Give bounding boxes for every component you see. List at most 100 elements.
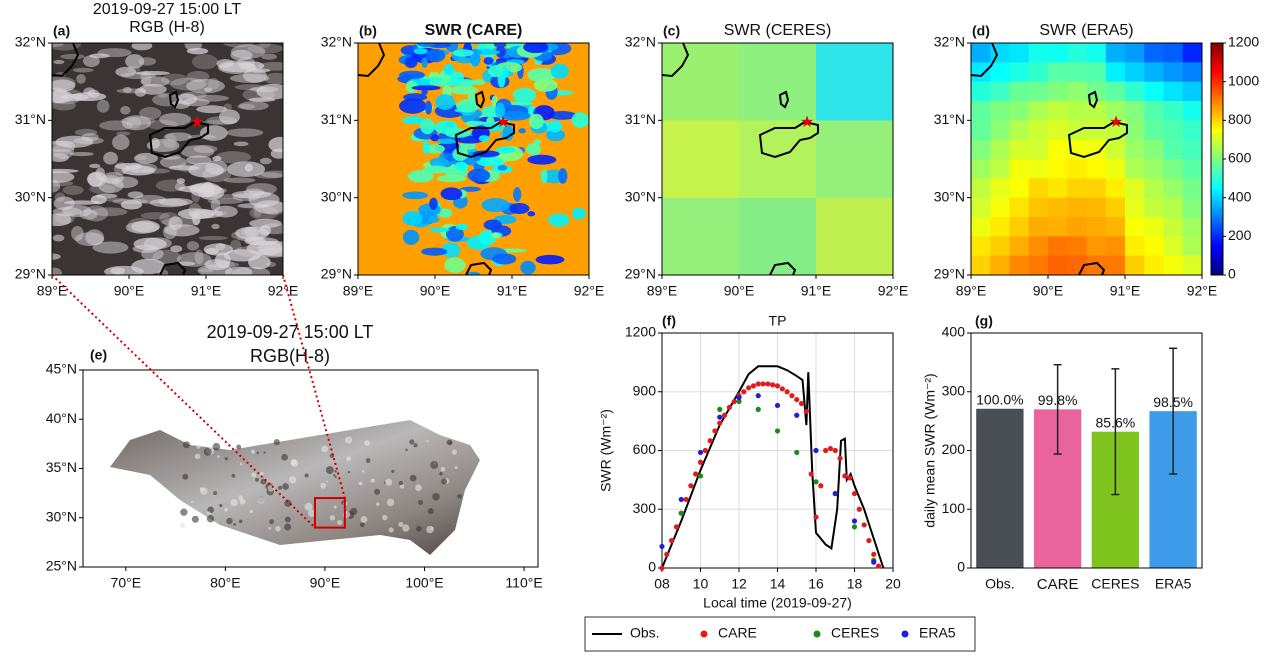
terrain [255,477,259,482]
cloud [533,78,558,92]
legend-swatch [901,630,909,638]
y-axis-label: SWR (Wm⁻²) [598,409,614,492]
cloud [223,43,255,48]
terrain [238,519,243,524]
grid-cell [1125,236,1145,257]
grid-cell [1067,43,1087,63]
cloud [216,58,234,68]
cloud [74,128,98,137]
y-tick-label: 29°N [15,266,46,282]
terrain [263,451,266,454]
terrain [203,448,212,456]
cloud [52,213,72,227]
cloud [198,235,228,241]
cloud [500,111,531,121]
grid-cell [1105,197,1126,218]
cloud [529,113,544,130]
legend-label: CARE [718,625,757,641]
grid-cell [1028,217,1049,237]
cloud [134,152,158,164]
y-tick-label: 31°N [934,111,965,127]
cloud [518,128,526,134]
panel-subtitle: RGB(H-8) [250,346,330,366]
map-image [110,420,480,555]
terrain [325,466,334,475]
site-marker: ★ [190,114,204,131]
zoom-box [313,497,346,529]
cloud [493,43,507,49]
terrain [346,456,352,462]
cloud [196,105,228,114]
x-tick-label: 89°E [956,283,987,299]
terrain [289,476,297,484]
grid-cell [1182,255,1202,275]
cloud [203,243,234,256]
grid-cell [1048,255,1068,275]
cloud [246,237,279,246]
cloud [62,204,92,218]
cloud [171,100,190,109]
cloud [168,165,200,171]
cloud [158,198,193,206]
cloud [259,157,272,165]
y-tick-label: 31°N [15,111,46,127]
grid-cell [990,197,1010,218]
cloud [140,76,170,87]
cloud [120,199,143,210]
cloud [533,139,541,145]
cloud [52,267,62,275]
cloud [161,73,189,86]
cloud [465,120,483,127]
panel-title: 2019-09-27 15:00 LT [207,322,374,342]
cloud [219,109,240,125]
grid-cell [1009,139,1030,160]
cloud [204,87,213,92]
cloud [177,261,196,266]
x-tick-label: 92°E [574,283,605,299]
point [856,506,862,512]
grid-cell [1028,255,1049,275]
y-tick-label: 29°N [625,266,656,282]
cloud [520,260,536,275]
cloud [91,207,128,217]
cloud [455,223,469,231]
cloud [163,224,177,240]
cloud [102,172,124,185]
zoom-line [282,274,346,499]
grid-cell [1086,236,1107,257]
cloud [495,146,516,154]
x-tick-label: 20 [885,576,901,592]
grid-cell [1125,120,1145,141]
point [837,455,843,461]
grid-cell [990,81,1010,102]
point [803,408,809,414]
obs-line [661,365,885,569]
grid-cell [971,178,991,199]
point [851,518,858,524]
cloud [452,49,474,57]
y-tick-label: 0 [957,559,965,575]
cloud [426,48,446,63]
cloud [246,183,277,196]
colorbar-tick-label: 200 [1228,227,1252,243]
terrain [364,440,371,446]
terrain [360,516,368,523]
terrain [430,526,434,530]
grid-cell [1048,217,1068,237]
grid-cell [990,159,1010,179]
terrain [402,524,410,532]
point [760,381,766,387]
cloud [239,61,265,71]
terrain [206,515,215,523]
map-image: ★ [662,43,893,275]
terrain [391,469,395,473]
cloud [52,234,65,242]
terrain [361,470,365,473]
cloud [399,70,425,80]
cloud [207,197,244,205]
cloud [188,183,216,192]
y-axis-label: daily mean SWR (Wm⁻²) [922,373,938,527]
cloud [571,207,586,220]
cloud [186,155,212,165]
grid-cell [1048,178,1068,199]
